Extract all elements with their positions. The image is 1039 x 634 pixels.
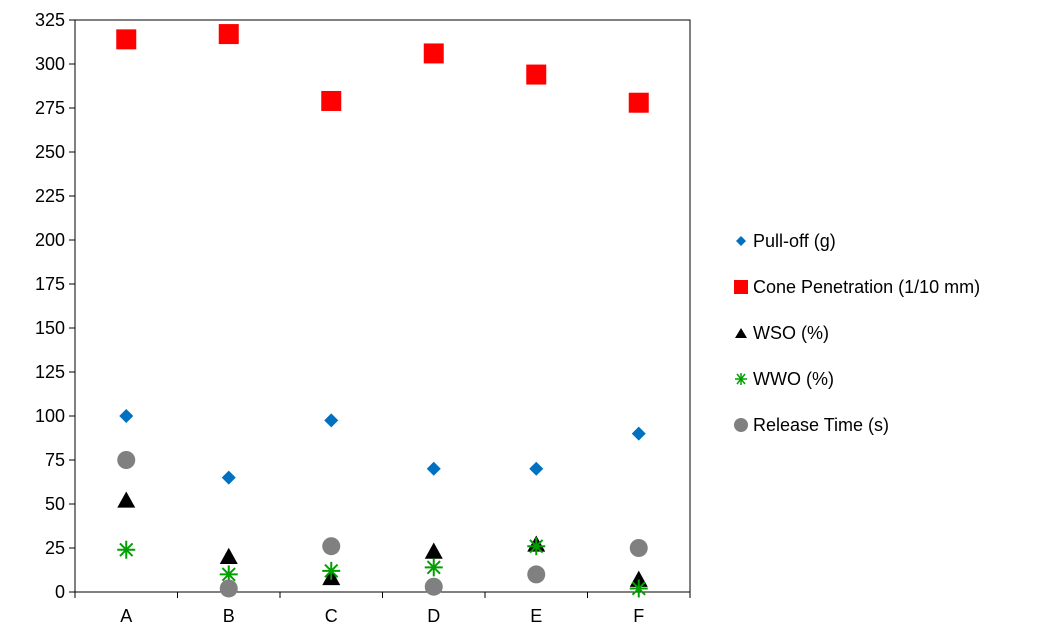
y-tick-label: 275 bbox=[35, 98, 65, 118]
point-star-F bbox=[629, 579, 648, 598]
x-tick-label: D bbox=[427, 606, 440, 626]
legend-item: WWO (%) bbox=[733, 356, 980, 402]
legend-label: WWO (%) bbox=[753, 368, 834, 389]
point-circle-D bbox=[424, 577, 443, 596]
point-triangle-A bbox=[117, 491, 136, 508]
point-diamond-C bbox=[324, 413, 339, 428]
y-axis: 0 25 50 75 100 125 150 175 200 225 250 275 300 325 bbox=[35, 10, 75, 602]
y-tick-label: 225 bbox=[35, 186, 65, 206]
point-square-A bbox=[116, 29, 137, 50]
legend-star-marker bbox=[735, 373, 747, 385]
y-tick-label: 325 bbox=[35, 10, 65, 30]
point-diamond-A bbox=[119, 409, 134, 423]
point-square-E bbox=[526, 64, 547, 85]
legend-square-marker bbox=[734, 280, 748, 294]
point-star-D bbox=[424, 558, 443, 577]
point-circle-F bbox=[629, 539, 648, 557]
y-tick-label: 75 bbox=[45, 450, 65, 470]
y-tick-label: 175 bbox=[35, 274, 65, 294]
point-square-F bbox=[628, 92, 649, 113]
point-diamond-B bbox=[221, 470, 236, 485]
legend-item: WSO (%) bbox=[733, 310, 980, 356]
y-tick-label: 150 bbox=[35, 318, 65, 338]
y-tick-label: 0 bbox=[55, 582, 65, 602]
point-square-B bbox=[218, 24, 239, 45]
point-diamond-D bbox=[426, 461, 441, 476]
x-tick-label: B bbox=[223, 606, 235, 626]
x-tick-label: A bbox=[120, 606, 132, 626]
point-triangle-D bbox=[424, 542, 443, 559]
legend-item: Release Time (s) bbox=[733, 402, 980, 448]
point-square-C bbox=[321, 90, 342, 111]
plot-area bbox=[74, 19, 691, 593]
y-tick-label: 200 bbox=[35, 230, 65, 250]
legend-label: Cone Penetration (1/10 mm) bbox=[753, 276, 981, 297]
y-tick-label: 100 bbox=[35, 406, 65, 426]
x-tick-label: E bbox=[530, 606, 542, 626]
point-square-D bbox=[423, 43, 444, 64]
point-star-C bbox=[322, 561, 341, 580]
legend-circle-marker bbox=[734, 418, 748, 432]
x-tick-label: F bbox=[633, 606, 644, 626]
point-circle-A bbox=[117, 451, 136, 469]
point-star-A bbox=[117, 540, 136, 559]
y-tick-label: 125 bbox=[35, 362, 65, 382]
legend-item: Cone Penetration (1/10 mm) bbox=[733, 264, 980, 310]
point-triangle-B bbox=[219, 547, 238, 564]
legend-label: WSO (%) bbox=[753, 322, 829, 343]
legend-diamond-marker bbox=[736, 236, 746, 246]
x-axis: A B C D E F bbox=[74, 592, 691, 626]
y-tick-label: 250 bbox=[35, 142, 65, 162]
data-points bbox=[116, 24, 649, 598]
y-tick-label: 50 bbox=[45, 494, 65, 514]
point-circle-C bbox=[322, 537, 341, 556]
y-tick-label: 300 bbox=[35, 54, 65, 74]
point-circle-E bbox=[527, 565, 546, 584]
x-tick-label: C bbox=[325, 606, 338, 626]
legend-triangle-marker bbox=[735, 328, 747, 338]
point-circle-B bbox=[219, 579, 238, 598]
y-tick-label: 25 bbox=[45, 538, 65, 558]
point-diamond-F bbox=[631, 426, 646, 441]
legend-item: Pull-off (g) bbox=[733, 218, 980, 264]
point-star-E bbox=[527, 537, 546, 556]
point-diamond-E bbox=[529, 461, 544, 476]
legend: Pull-off (g) Cone Penetration (1/10 mm) WS… bbox=[733, 218, 980, 448]
legend-label: Pull-off (g) bbox=[753, 230, 836, 251]
legend-label: Release Time (s) bbox=[753, 414, 890, 435]
